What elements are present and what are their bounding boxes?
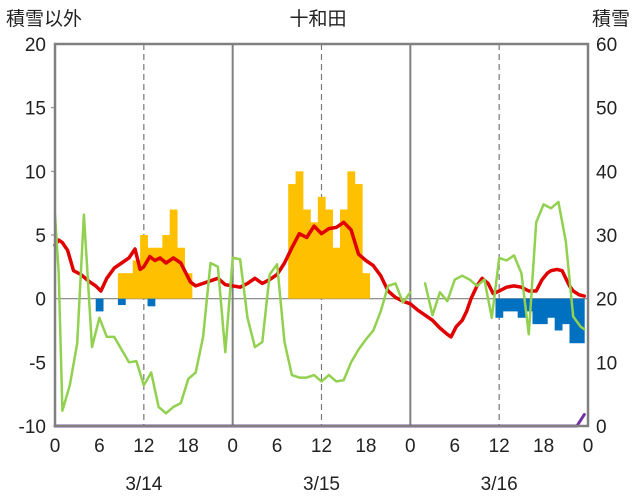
x-tick-label: 18 (355, 436, 376, 457)
bar-0 (177, 247, 185, 299)
date-label: 3/15 (303, 474, 340, 495)
bar-0 (162, 235, 171, 299)
bar-1 (569, 298, 578, 344)
series-line-4 (53, 413, 586, 428)
bar-1 (117, 298, 126, 306)
bar-0 (154, 247, 163, 299)
y-right-tick-label: 10 (596, 353, 617, 374)
date-label: 3/14 (125, 474, 162, 495)
bar-0 (117, 273, 126, 299)
y-left-label: 積雪以外 (6, 8, 82, 30)
x-tick-label: 12 (311, 436, 332, 457)
bar-1 (495, 298, 504, 318)
x-tick-label: 12 (133, 436, 154, 457)
bar-0 (169, 209, 178, 299)
y-left-tick-label: -5 (29, 353, 46, 374)
bar-1 (147, 298, 156, 307)
bar-0 (362, 273, 371, 299)
bar-0 (325, 209, 334, 299)
bar-0 (310, 222, 319, 299)
bar-0 (302, 209, 311, 299)
bar-0 (132, 260, 141, 299)
y-right-tick-label: 0 (596, 417, 607, 438)
y-left-tick-label: 10 (25, 162, 46, 183)
plot-frame (53, 42, 590, 428)
x-tick-label: 0 (583, 436, 594, 457)
bar-1 (532, 298, 541, 325)
y-left-tick-label: 20 (25, 35, 46, 56)
x-tick-label: 6 (272, 436, 283, 457)
bar-1 (525, 298, 533, 312)
y-left-tick-label: 15 (25, 99, 46, 120)
bar-1 (517, 298, 526, 318)
date-label: 3/16 (481, 474, 518, 495)
x-tick-label: 0 (50, 436, 61, 457)
bar-0 (184, 273, 193, 299)
x-tick-label: 6 (449, 436, 460, 457)
bar-1 (576, 298, 585, 344)
y-left-tick-label: 0 (35, 290, 46, 311)
y-right-label: 積雪 (592, 8, 630, 30)
series-line-2 (53, 220, 587, 339)
y-right-tick-label: 20 (596, 290, 617, 311)
bar-0 (317, 196, 326, 299)
series-line-3 (53, 200, 586, 415)
bar-1 (510, 298, 519, 312)
chart-title: 十和田 (289, 8, 346, 30)
x-tick-label: 6 (94, 436, 105, 457)
bar-1 (554, 298, 563, 331)
bar-0 (288, 184, 296, 299)
bar-1 (539, 298, 548, 325)
y-right-tick-label: 30 (596, 226, 617, 247)
bar-1 (547, 298, 556, 318)
x-tick-label: 0 (227, 436, 238, 457)
bar-0 (354, 184, 363, 299)
x-tick-label: 18 (533, 436, 554, 457)
bar-0 (147, 247, 156, 299)
y-right-tick-label: 40 (596, 162, 617, 183)
bar-0 (340, 209, 348, 299)
bar-1 (502, 298, 511, 312)
bar-1 (562, 298, 570, 325)
y-right-tick-label: 60 (596, 35, 617, 56)
bar-1 (95, 298, 104, 312)
y-right-tick-label: 50 (596, 99, 617, 120)
y-left-tick-label: 5 (35, 226, 46, 247)
y-left-tick-label: -10 (19, 417, 46, 438)
x-tick-label: 18 (178, 436, 199, 457)
x-tick-label: 12 (489, 436, 510, 457)
bar-0 (125, 273, 134, 299)
x-tick-label: 0 (405, 436, 416, 457)
bar-0 (332, 247, 341, 299)
